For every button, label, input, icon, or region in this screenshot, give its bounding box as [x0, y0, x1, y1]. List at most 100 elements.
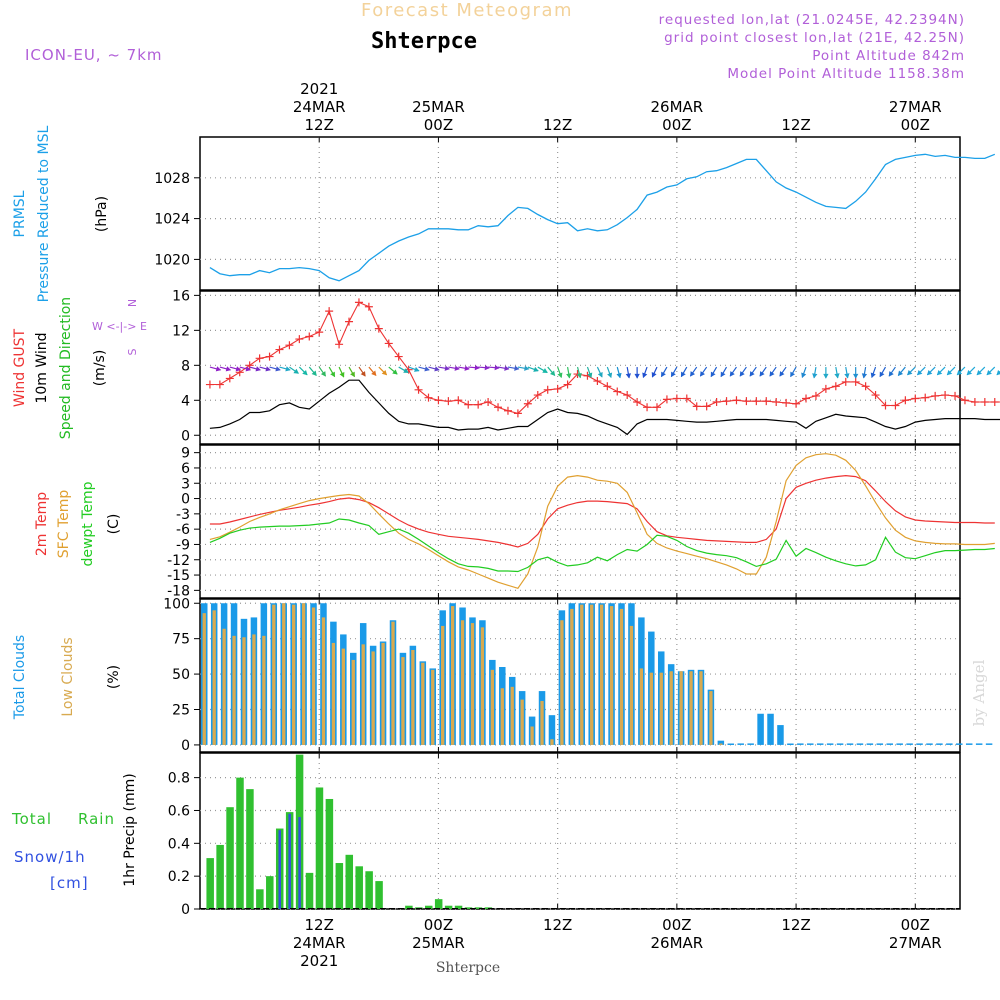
- total-cloud-bar: [965, 743, 973, 745]
- wind-arrow-head: [634, 373, 640, 379]
- gust-point: [384, 339, 393, 348]
- gust-point: [414, 385, 423, 394]
- low-cloud-bar: [649, 672, 653, 745]
- gust-point: [861, 382, 870, 391]
- low-cloud-bar: [441, 625, 445, 745]
- wind-arrow: [507, 365, 520, 371]
- y-tick-label: 25: [172, 703, 190, 719]
- y-tick-label: -6: [176, 522, 190, 538]
- wind-arrow-head: [729, 371, 735, 377]
- total-cloud-bar: [916, 743, 923, 745]
- wind-arrow: [879, 366, 887, 378]
- wind-arrow: [812, 366, 818, 379]
- top-time-label: 27MAR: [889, 98, 942, 116]
- wind-arrow: [606, 366, 613, 378]
- wind-arrow: [229, 366, 242, 372]
- wind-arrow: [318, 366, 327, 377]
- rain-bar: [355, 866, 363, 909]
- wind-arrow-head: [699, 371, 705, 377]
- bottom-time-label: 12Z: [781, 916, 810, 934]
- gust-point: [613, 387, 622, 396]
- wind-arrow-head: [917, 369, 923, 376]
- gust-point: [931, 391, 940, 400]
- panel-frame-temperature: [199, 444, 961, 599]
- wind-arrow-head: [834, 373, 840, 379]
- wind-arrow: [749, 366, 757, 377]
- wind-arrow: [537, 366, 548, 374]
- wind-arrow-head: [642, 372, 648, 378]
- y-tick-label: -3: [176, 507, 190, 523]
- info-line-3: Point Altitude 842m: [812, 48, 965, 64]
- wind-arrow-head: [414, 366, 420, 372]
- bottom-time-label: 12Z: [305, 916, 334, 934]
- y-tick-label: 0.4: [168, 836, 190, 852]
- wind-arrow-head: [936, 369, 943, 376]
- y-tick-label: 8: [181, 358, 190, 374]
- wind-arrow-head: [330, 371, 335, 378]
- total-clouds-label: Total Clouds: [12, 635, 28, 720]
- gust-point: [752, 397, 761, 406]
- gust-point: [354, 298, 363, 307]
- pressure-label-short: PRMSL: [12, 190, 28, 237]
- gust-point: [533, 391, 542, 400]
- wind-arrow: [488, 364, 500, 371]
- model-label: ICON-EU, ~ 7km: [25, 46, 163, 64]
- wind-units: (m/s): [92, 350, 108, 387]
- compass-west-east: W <-|-> E: [92, 320, 147, 333]
- low-cloud-bar: [232, 635, 236, 745]
- wind-arrow: [586, 366, 593, 378]
- gust-point: [484, 398, 493, 407]
- wind-arrow-head: [265, 366, 271, 372]
- wind-arrow-head: [956, 369, 963, 376]
- wind-arrow: [823, 367, 829, 379]
- low-cloud-bar: [212, 610, 216, 745]
- rain-bar: [226, 807, 234, 909]
- gust-point: [523, 399, 532, 408]
- gust-point: [464, 400, 473, 409]
- y-tick-label: 6: [181, 461, 190, 477]
- total-cloud-bar: [807, 743, 814, 745]
- panel-frame-wind: [199, 290, 961, 445]
- wind-arrow: [378, 366, 388, 376]
- low-clouds-label: Low Clouds: [60, 637, 76, 716]
- total-cloud-bar: [727, 743, 735, 745]
- low-cloud-bar: [331, 642, 336, 745]
- wind-arrow: [907, 366, 916, 376]
- gust-point: [891, 401, 900, 410]
- total-cloud-bar: [856, 743, 864, 745]
- wind-arrow-head: [245, 366, 251, 372]
- y-tick-label: 0: [181, 428, 190, 444]
- y-tick-label: 12: [172, 323, 190, 339]
- wind-arrow: [478, 364, 490, 371]
- gust-point: [364, 302, 373, 311]
- low-cloud-bar: [272, 604, 276, 745]
- low-cloud-bar: [560, 620, 564, 745]
- compass-south: S: [126, 348, 139, 355]
- wind-arrow: [680, 366, 688, 378]
- wind-arrow: [398, 366, 409, 374]
- low-cloud-bar: [639, 668, 644, 745]
- gust-point: [434, 396, 443, 405]
- wind-arrow-head: [403, 368, 409, 373]
- bottom-time-label: 00Z: [662, 916, 691, 934]
- wind-arrow-head: [616, 372, 622, 379]
- gust-point: [394, 352, 403, 361]
- wind-arrow: [844, 366, 850, 379]
- snow-label: Snow/1h: [14, 848, 86, 866]
- wind-arrow: [966, 366, 976, 376]
- wind-arrow: [497, 365, 510, 371]
- total-cloud-bar: [747, 743, 754, 745]
- gust-point: [633, 398, 642, 407]
- wind-arrow: [566, 366, 572, 379]
- total-cloud-bar: [896, 743, 903, 745]
- bottom-time-label: 00Z: [424, 916, 453, 934]
- low-cloud-bar: [570, 608, 574, 745]
- gust-point: [692, 402, 701, 411]
- top-time-label: 00Z: [901, 116, 930, 134]
- wind-arrow-head: [690, 371, 696, 377]
- total-cloud-bar: [946, 743, 953, 745]
- wind-arrow: [642, 366, 648, 378]
- y-tick-label: 0.6: [168, 803, 190, 819]
- total-cloud-bar: [767, 713, 774, 745]
